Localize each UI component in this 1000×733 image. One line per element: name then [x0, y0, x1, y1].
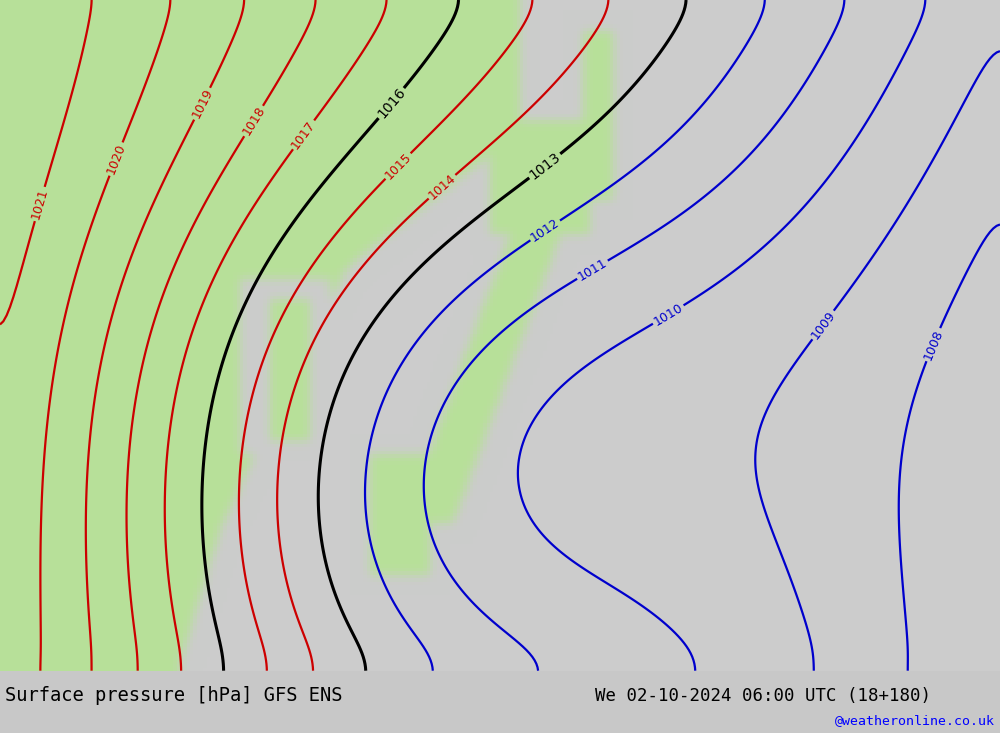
Text: 1008: 1008	[921, 328, 945, 362]
Text: 1018: 1018	[240, 104, 267, 138]
Text: We 02-10-2024 06:00 UTC (18+180): We 02-10-2024 06:00 UTC (18+180)	[595, 687, 931, 704]
Text: @weatheronline.co.uk: @weatheronline.co.uk	[835, 714, 995, 727]
Text: 1011: 1011	[576, 256, 609, 284]
Text: 1010: 1010	[651, 301, 685, 328]
Text: 1014: 1014	[426, 172, 458, 202]
Text: 1012: 1012	[528, 216, 562, 245]
Text: 1015: 1015	[382, 150, 414, 182]
Text: 1017: 1017	[289, 118, 318, 152]
Text: 1021: 1021	[29, 187, 50, 221]
Text: 1013: 1013	[527, 150, 563, 183]
Text: 1016: 1016	[375, 85, 408, 121]
Text: 1009: 1009	[808, 309, 838, 342]
Text: 1020: 1020	[104, 142, 128, 176]
Text: 1019: 1019	[189, 86, 215, 121]
Text: Surface pressure [hPa] GFS ENS: Surface pressure [hPa] GFS ENS	[5, 686, 342, 705]
